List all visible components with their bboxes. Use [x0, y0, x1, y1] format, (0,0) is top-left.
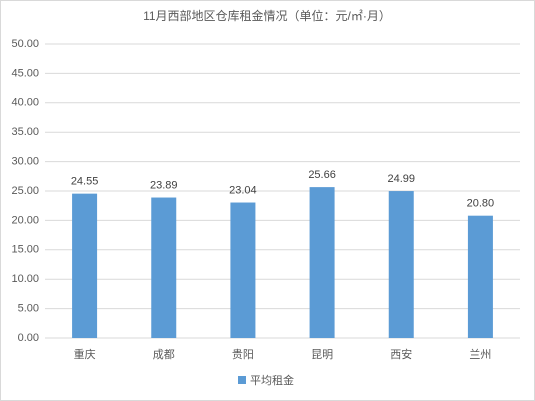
x-tick-label: 西安 [390, 347, 412, 361]
bar [151, 197, 177, 338]
data-label: 23.89 [150, 179, 178, 191]
x-tick-label: 贵阳 [232, 348, 254, 361]
legend-label: 平均租金 [250, 373, 294, 387]
data-label: 23.04 [229, 184, 257, 196]
bar [467, 215, 493, 338]
x-tick-label: 成都 [153, 348, 175, 361]
y-tick-label: 25.00 [11, 185, 39, 197]
chart-title: 11月西部地区仓库租金情况（单位：元/㎡·月） [143, 8, 391, 23]
y-tick-label: 15.00 [11, 244, 39, 256]
y-tick-label: 5.00 [18, 303, 39, 315]
y-tick-label: 35.00 [11, 126, 39, 138]
x-tick-label: 昆明 [311, 348, 333, 361]
y-tick-label: 40.00 [11, 97, 39, 109]
bar [388, 191, 414, 338]
data-label: 24.99 [387, 173, 415, 185]
y-tick-label: 45.00 [11, 67, 39, 79]
x-tick-label: 兰州 [469, 348, 491, 361]
bar [230, 202, 256, 338]
legend-swatch [238, 376, 246, 384]
bar [309, 187, 335, 338]
y-tick-label: 20.00 [11, 214, 39, 226]
data-label: 24.55 [71, 176, 99, 188]
data-label: 20.80 [467, 198, 495, 210]
bar [72, 193, 98, 338]
data-label: 25.66 [308, 169, 336, 181]
y-tick-label: 30.00 [11, 156, 39, 168]
x-tick-label: 重庆 [74, 347, 96, 361]
y-tick-label: 0.00 [18, 332, 39, 344]
y-tick-label: 10.00 [11, 273, 39, 285]
y-tick-label: 50.00 [11, 38, 39, 50]
